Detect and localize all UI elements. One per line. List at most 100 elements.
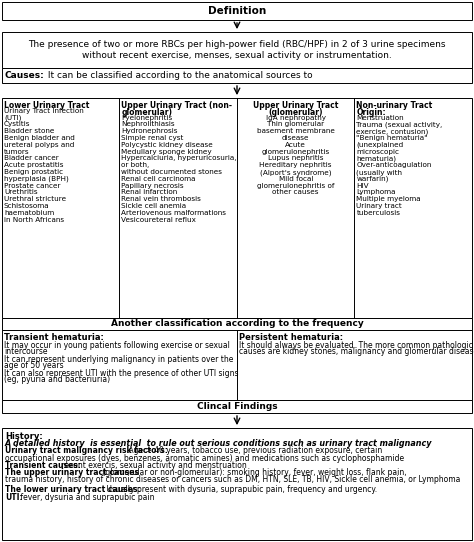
Text: hematuria): hematuria) <box>356 156 396 162</box>
Text: Upper Urinary Tract (non-: Upper Urinary Tract (non- <box>121 101 233 110</box>
Text: in North Africans: in North Africans <box>4 217 64 223</box>
Text: Cystitis: Cystitis <box>4 121 30 127</box>
Text: Age > 40 years, tobacco use, previous radiation exposure, certain: Age > 40 years, tobacco use, previous ra… <box>126 447 382 455</box>
Text: disease: disease <box>282 135 310 141</box>
Bar <box>2 98 472 318</box>
Bar <box>2 2 472 20</box>
Text: The lower urinary tract causes:: The lower urinary tract causes: <box>5 486 141 494</box>
Text: (eg, pyuria and bacteriuria): (eg, pyuria and bacteriuria) <box>4 376 110 384</box>
Text: Renal cell carcinoma: Renal cell carcinoma <box>121 176 196 182</box>
Text: Trauma (sexual activity,: Trauma (sexual activity, <box>356 121 443 128</box>
Text: Lymphoma: Lymphoma <box>356 189 396 196</box>
Text: Usually present with dysuria, suprapubic pain, frequency and urgency.: Usually present with dysuria, suprapubic… <box>104 486 377 494</box>
Text: warfarin): warfarin) <box>356 176 389 182</box>
Text: (Alport's syndrome): (Alport's syndrome) <box>260 169 331 176</box>
Text: fever, dysuria and suprapubic pain: fever, dysuria and suprapubic pain <box>18 493 154 501</box>
Text: History:: History: <box>5 432 43 441</box>
Bar <box>2 400 472 413</box>
Text: Urinary tract malignancy risk factors:: Urinary tract malignancy risk factors: <box>5 447 168 455</box>
Text: A detailed history  is essential  to rule out serious conditions such as urinary: A detailed history is essential to rule … <box>5 439 432 448</box>
Text: without documented stones: without documented stones <box>121 169 222 175</box>
Text: It may occur in young patients following exercise or sexual: It may occur in young patients following… <box>4 340 230 350</box>
Text: (usually with: (usually with <box>356 169 402 176</box>
Text: Vesicoureteral reflux: Vesicoureteral reflux <box>121 217 196 223</box>
Text: tuberculosis: tuberculosis <box>356 210 401 216</box>
Text: Simple renal cyst: Simple renal cyst <box>121 135 184 141</box>
Text: Mild focal: Mild focal <box>279 176 313 182</box>
Text: Lupus nephritis: Lupus nephritis <box>268 156 323 162</box>
Text: Polycystic kidney disease: Polycystic kidney disease <box>121 142 213 148</box>
Text: Nephrolithiasis: Nephrolithiasis <box>121 121 175 127</box>
Text: Renal vein thrombosis: Renal vein thrombosis <box>121 196 201 202</box>
Bar <box>2 428 472 540</box>
Text: Medullary sponge kidney: Medullary sponge kidney <box>121 149 212 154</box>
Text: Benign prostatic: Benign prostatic <box>4 169 63 175</box>
Text: (UTI): (UTI) <box>4 114 21 121</box>
Text: Urethritis: Urethritis <box>4 189 37 196</box>
Text: Another classification according to the frequency: Another classification according to the … <box>110 319 364 328</box>
Text: or both,: or both, <box>121 162 150 168</box>
Text: intercourse: intercourse <box>4 347 47 357</box>
Text: haematobium: haematobium <box>4 210 54 216</box>
Text: It can represent underlying malignancy in patients over the: It can represent underlying malignancy i… <box>4 354 233 364</box>
Text: Upper Urinary Tract: Upper Urinary Tract <box>253 101 338 110</box>
Text: Clincal Findings: Clincal Findings <box>197 402 277 411</box>
Text: tumors: tumors <box>4 149 29 154</box>
Text: It can be classified according to the anatomical sources to: It can be classified according to the an… <box>45 71 313 80</box>
Text: It should always be evaluated. The more common pathologic: It should always be evaluated. The more … <box>239 340 473 350</box>
Text: microscopic: microscopic <box>356 149 400 154</box>
Text: (glomerular): (glomerular) <box>268 108 323 117</box>
Text: Menstruation: Menstruation <box>356 114 404 121</box>
Text: Sickle cell anemia: Sickle cell anemia <box>121 203 187 209</box>
Text: Multiple myeloma: Multiple myeloma <box>356 196 421 202</box>
Text: Transient hematuria:: Transient hematuria: <box>4 333 104 342</box>
Text: Urinary Tract Infection: Urinary Tract Infection <box>4 108 84 114</box>
Text: trauma history, history of chronic diseases or cancers such as DM, HTN, SLE, TB,: trauma history, history of chronic disea… <box>5 475 460 484</box>
Text: age of 50 years: age of 50 years <box>4 362 64 371</box>
Text: "Benign hematuria": "Benign hematuria" <box>356 135 428 141</box>
Text: Arteriovenous malformations: Arteriovenous malformations <box>121 210 227 216</box>
Text: Benign bladder and: Benign bladder and <box>4 135 75 141</box>
Text: recent exercis, sexual activity and menstruation: recent exercis, sexual activity and mens… <box>59 461 247 470</box>
Text: Thin glomerular: Thin glomerular <box>267 121 324 127</box>
Text: Acute prostatitis: Acute prostatitis <box>4 162 64 168</box>
Text: Causes:: Causes: <box>5 71 45 80</box>
Text: glomerular): glomerular) <box>121 108 173 117</box>
Text: Lower Urinary Tract: Lower Urinary Tract <box>4 101 90 110</box>
Text: Prostate cancer: Prostate cancer <box>4 183 61 189</box>
Bar <box>2 330 472 400</box>
Text: glomerulonephritis: glomerulonephritis <box>262 149 330 154</box>
Text: glomerulonephritis of: glomerulonephritis of <box>257 183 335 189</box>
Text: Non-urinary Tract: Non-urinary Tract <box>356 101 433 110</box>
Text: UTI:: UTI: <box>5 493 23 501</box>
Text: The presence of two or more RBCs per high-power field (RBC/HPF) in 2 of 3 urine : The presence of two or more RBCs per hig… <box>28 40 446 60</box>
Text: (unexplained: (unexplained <box>356 142 404 149</box>
Text: Papillary necrosis: Papillary necrosis <box>121 183 184 189</box>
Text: Urethral stricture: Urethral stricture <box>4 196 66 202</box>
Text: Bladder stone: Bladder stone <box>4 128 55 134</box>
Text: IgA nephropathy: IgA nephropathy <box>266 114 326 121</box>
Text: other causes: other causes <box>273 189 319 196</box>
Text: hyperplasia (BPH): hyperplasia (BPH) <box>4 176 69 182</box>
Text: It can also represent UTI with the presence of other UTI signs: It can also represent UTI with the prese… <box>4 369 238 377</box>
Bar <box>2 318 472 330</box>
Text: exercise, contusion): exercise, contusion) <box>356 128 429 135</box>
Text: Urinary tract: Urinary tract <box>356 203 402 209</box>
Text: Persistent hematuria:: Persistent hematuria: <box>239 333 343 342</box>
Text: causes are kidney stones, malignancy and glomerular disease: causes are kidney stones, malignancy and… <box>239 347 474 357</box>
Text: Over-anticoagulation: Over-anticoagulation <box>356 162 432 168</box>
Text: Renal infarction: Renal infarction <box>121 189 178 196</box>
Text: occupational exposures (dyes, benzenes, aromatic amines) and medications such as: occupational exposures (dyes, benzenes, … <box>5 454 404 463</box>
Text: Hypercalciuria, hyperuricosuria,: Hypercalciuria, hyperuricosuria, <box>121 156 237 162</box>
Text: ureteral polyps and: ureteral polyps and <box>4 142 74 148</box>
Text: Bladder cancer: Bladder cancer <box>4 156 59 162</box>
Text: (glomerular or non-glomerular): smoking history, fever, weight loss, flank pain,: (glomerular or non-glomerular): smoking … <box>100 468 407 477</box>
Text: Origin:: Origin: <box>356 108 386 117</box>
Text: Acute: Acute <box>285 142 306 148</box>
Text: Pyelonephritis: Pyelonephritis <box>121 114 173 121</box>
Text: Transient causes:: Transient causes: <box>5 461 81 470</box>
Text: Schistosoma: Schistosoma <box>4 203 50 209</box>
Bar <box>2 68 472 83</box>
Bar <box>2 32 472 68</box>
Text: basement membrane: basement membrane <box>257 128 335 134</box>
